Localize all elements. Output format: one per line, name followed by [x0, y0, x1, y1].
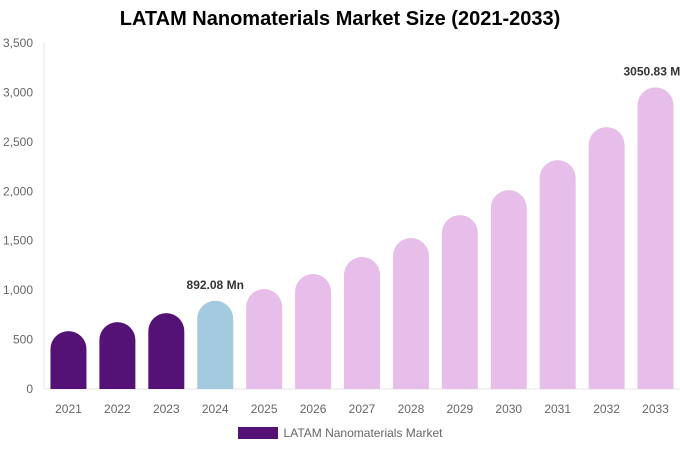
- x-tick-label: 2024: [202, 402, 229, 416]
- x-tick-label: 2027: [349, 402, 376, 416]
- x-tick-label: 2032: [593, 402, 620, 416]
- legend-swatch: [237, 427, 278, 439]
- bar-2022[interactable]: [99, 322, 136, 389]
- x-tick-label: 2025: [251, 402, 278, 416]
- x-tick-label: 2030: [495, 402, 522, 416]
- x-tick-label: 2022: [104, 402, 131, 416]
- x-tick-label: 2028: [398, 402, 425, 416]
- x-tick-label: 2026: [300, 402, 327, 416]
- bar-2021[interactable]: [50, 331, 87, 389]
- y-tick-label: 500: [13, 333, 33, 347]
- bar-2027[interactable]: [344, 257, 380, 389]
- x-tick-label: 2021: [55, 402, 82, 416]
- data-label: 892.08 Mn: [187, 278, 244, 292]
- y-tick-label: 2,500: [3, 135, 33, 149]
- bar-2032[interactable]: [588, 127, 625, 390]
- bar-2023[interactable]: [148, 313, 185, 389]
- chart-title: LATAM Nanomaterials Market Size (2021-20…: [119, 8, 561, 30]
- bar-2030[interactable]: [490, 190, 527, 389]
- y-tick-label: 0: [26, 382, 33, 396]
- data-label: 3050.83 Mn: [624, 64, 680, 78]
- y-tick-label: 3,500: [3, 36, 33, 50]
- bar-2026[interactable]: [295, 274, 332, 389]
- y-tick-label: 1,500: [3, 234, 33, 248]
- bar-2025[interactable]: [246, 289, 283, 389]
- bar-chart: 0 500 1,000 1,500 2,000 2,500 3,000 3,500 2021 20…: [3, 36, 680, 416]
- bar-2031[interactable]: [539, 160, 576, 389]
- x-tick-label: 2031: [544, 402, 571, 416]
- y-tick-label: 2,000: [3, 184, 33, 198]
- x-tick-label: 2029: [446, 402, 473, 416]
- bar-2033[interactable]: [637, 87, 674, 390]
- legend[interactable]: LATAM Nanomaterials Market: [0, 426, 680, 440]
- legend-label: LATAM Nanomaterials Market: [283, 426, 443, 440]
- bar-2024[interactable]: [197, 300, 234, 389]
- x-tick-label: 2023: [153, 402, 180, 416]
- y-tick-label: 3,000: [3, 85, 33, 99]
- y-tick-label: 1,000: [3, 283, 33, 297]
- x-tick-label: 2033: [642, 402, 669, 416]
- bar-2028[interactable]: [392, 238, 429, 389]
- bar-2029[interactable]: [441, 215, 478, 389]
